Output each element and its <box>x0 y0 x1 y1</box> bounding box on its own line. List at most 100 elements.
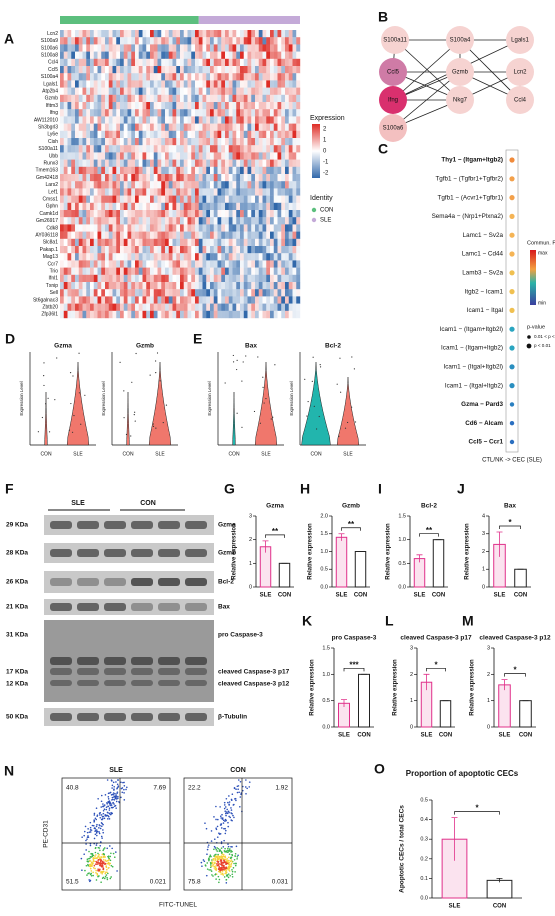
heatmap-cell <box>270 109 274 117</box>
label: p < 0.01 <box>534 343 551 348</box>
heatmap-cell <box>127 282 132 290</box>
heatmap-cell <box>221 166 226 175</box>
heatmap-cell <box>168 267 173 275</box>
heatmap-cell <box>277 152 282 160</box>
heatmap-cell <box>135 87 139 95</box>
event <box>110 864 113 867</box>
heatmap-cell <box>273 282 278 290</box>
heatmap-cell <box>296 102 301 110</box>
heatmap-cell <box>146 238 151 247</box>
heatmap-cell <box>277 123 282 131</box>
heatmap-cell <box>213 73 218 81</box>
heatmap-cell <box>172 210 177 218</box>
heatmap-cell <box>161 109 166 117</box>
heatmap-cell <box>183 159 188 167</box>
heatmap-cell <box>172 123 177 131</box>
heatmap-cell <box>150 152 154 160</box>
heatmap-cell <box>75 145 79 153</box>
heatmap-cell <box>60 202 64 211</box>
event <box>230 798 233 801</box>
event <box>92 824 95 827</box>
heatmap-cell <box>142 238 147 247</box>
heatmap-cell <box>255 123 259 131</box>
event <box>113 789 115 791</box>
heatmap-cell <box>258 37 263 45</box>
heatmap-cell <box>187 116 192 124</box>
heatmap-cell <box>75 73 79 81</box>
heatmap-cell <box>138 289 143 297</box>
heatmap-cell <box>176 130 181 139</box>
heatmap-cell <box>161 267 166 275</box>
heatmap-cell <box>108 246 113 254</box>
gene-label: S100a4 <box>41 74 58 80</box>
heatmap-cell <box>277 145 282 153</box>
heatmap-cell <box>138 303 143 311</box>
heatmap-cell <box>142 260 147 268</box>
heatmap-cell <box>78 109 83 117</box>
event <box>232 814 234 817</box>
heatmap-cell <box>210 102 214 110</box>
heatmap-cell <box>78 267 83 275</box>
heatmap-cell <box>281 37 286 45</box>
heatmap-cell <box>63 66 68 74</box>
heatmap-cell <box>112 253 117 261</box>
heatmap-cell <box>266 130 271 139</box>
heatmap-cell <box>213 310 218 319</box>
row-label: Icam1 − (Itgal+Itgb2) <box>445 382 503 389</box>
gene-label: Lef1 <box>48 189 58 195</box>
heatmap-cell <box>150 274 154 283</box>
heatmap-cell <box>157 51 162 59</box>
heatmap-cell <box>90 174 94 182</box>
heatmap-cell <box>157 274 162 283</box>
event <box>227 845 230 848</box>
event <box>108 818 111 820</box>
heatmap-cell <box>187 274 192 283</box>
gene-label: Cmss1 <box>42 197 58 203</box>
heatmap-cell <box>67 51 72 59</box>
jitter-point <box>274 364 276 366</box>
heatmap-cell <box>292 138 297 146</box>
heatmap-cell <box>292 202 297 211</box>
violin <box>301 361 331 446</box>
event <box>230 849 232 852</box>
heatmap-cell <box>97 116 102 124</box>
heatmap-cell <box>191 238 196 247</box>
event <box>223 876 226 878</box>
heatmap-cell <box>217 282 222 290</box>
heatmap-cell <box>213 267 218 275</box>
heatmap-cell <box>93 303 98 311</box>
heatmap-cell <box>112 274 117 283</box>
heatmap-cell <box>243 94 248 103</box>
event <box>227 851 229 854</box>
event <box>101 872 103 875</box>
heatmap-cell <box>183 138 188 146</box>
heatmap-cell <box>221 159 226 167</box>
heatmap-cell <box>93 210 98 218</box>
heatmap-cell <box>258 116 263 124</box>
heatmap-cell <box>67 202 72 211</box>
heatmap-cell <box>247 181 252 189</box>
heatmap-cell <box>183 109 188 117</box>
event <box>206 862 209 864</box>
blot-band <box>185 603 207 611</box>
heatmap-cell <box>292 123 297 131</box>
heatmap-cell <box>210 253 214 261</box>
heatmap-cell <box>116 210 121 218</box>
heatmap-cell <box>221 310 226 319</box>
heatmap-cell <box>262 310 267 319</box>
event <box>213 862 216 865</box>
heatmap-cell <box>258 102 263 110</box>
heatmap-cell <box>247 238 252 247</box>
heatmap-cell <box>255 195 259 203</box>
heatmap-cell <box>78 246 83 254</box>
heatmap-cell <box>195 87 199 95</box>
heatmap-cell <box>165 138 169 146</box>
heatmap-cell <box>262 58 267 67</box>
heatmap-cell <box>165 181 169 189</box>
heatmap-cell <box>240 30 244 38</box>
heatmap-cell <box>228 310 233 319</box>
plot-frame <box>183 777 293 891</box>
legend-dot <box>311 207 317 213</box>
heatmap-cell <box>247 37 252 45</box>
heatmap-cell <box>187 159 192 167</box>
